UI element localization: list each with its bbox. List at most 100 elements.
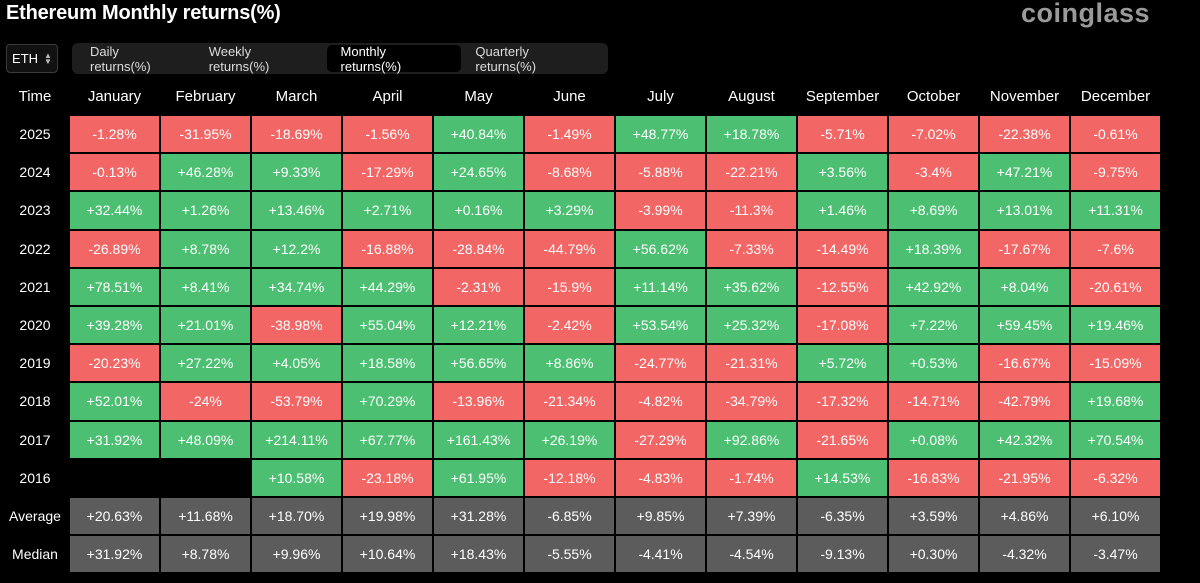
return-cell: +19.46% xyxy=(1071,306,1160,344)
tab-weekly-returns[interactable]: Weekly returns(%) xyxy=(208,43,270,74)
table-row: 2023 +32.44% +1.26% +13.46% +2.71% +0.16% +3.2… xyxy=(2,192,1160,229)
year-label: 2019 xyxy=(19,355,51,372)
return-cell: +19.68% xyxy=(1071,383,1160,420)
year-label: 2020 xyxy=(19,317,51,334)
table-body: 2025 -1.28% -31.95% -18.69% -1.56% +40.84% -1.… xyxy=(2,116,1160,573)
return-cell: +35.62% xyxy=(707,268,796,305)
return-cell: -28.84% xyxy=(434,230,523,267)
return-cell: +56.62% xyxy=(616,230,705,267)
return-cell: -14.49% xyxy=(798,230,887,267)
return-cell: -17.32% xyxy=(798,383,887,420)
column-header: August xyxy=(728,87,775,105)
summary-cell: -6.85% xyxy=(525,497,614,535)
year-label: 2022 xyxy=(19,240,51,257)
summary-cell: +31.92% xyxy=(70,536,159,573)
summary-cell: -6.35% xyxy=(798,497,887,535)
summary-cell: +3.59% xyxy=(889,497,978,535)
return-cell: -27.29% xyxy=(616,421,705,458)
return-cell: +13.01% xyxy=(980,192,1069,229)
return-cell: -42.79% xyxy=(980,383,1069,420)
return-cell: +70.54% xyxy=(1071,421,1160,458)
return-cell: +52.01% xyxy=(70,383,159,420)
summary-cell: +4.86% xyxy=(980,497,1069,535)
return-cell: +1.46% xyxy=(798,192,887,229)
return-cell: +55.04% xyxy=(343,306,432,344)
return-cell: +0.08% xyxy=(889,421,978,458)
return-cell: +214.11% xyxy=(252,421,341,458)
return-cell: -21.95% xyxy=(980,459,1069,496)
return-cell: +92.86% xyxy=(707,421,796,458)
return-cell: +18.78% xyxy=(707,116,796,153)
return-cell: -12.18% xyxy=(525,459,614,496)
summary-cell: +6.10% xyxy=(1071,497,1160,535)
table-header-row: Time January February March April May Ju… xyxy=(2,78,1160,114)
return-cell: -34.79% xyxy=(707,383,796,420)
return-cell: +39.28% xyxy=(70,306,159,344)
tab-daily-returns[interactable]: Daily returns(%) xyxy=(90,43,151,74)
summary-cell: +0.30% xyxy=(889,536,978,573)
return-cell: +18.58% xyxy=(343,345,432,382)
tab-quarterly-returns[interactable]: Quarterly returns(%) xyxy=(475,43,537,74)
column-header: September xyxy=(805,87,880,105)
table-row: 2024 -0.13% +46.28% +9.33% -17.29% +24.65% -8.… xyxy=(2,154,1160,191)
return-cell: -23.18% xyxy=(343,459,432,496)
summary-cell: -9.13% xyxy=(798,536,887,573)
return-cell: -21.65% xyxy=(798,421,887,458)
return-cell: +12.21% xyxy=(434,306,523,344)
return-cell: -24% xyxy=(161,383,250,420)
summary-cell: +8.78% xyxy=(161,536,250,573)
return-cell: +13.46% xyxy=(252,192,341,229)
return-cell: -0.13% xyxy=(70,154,159,191)
return-cell: +9.33% xyxy=(252,154,341,191)
table-row: 2025 -1.28% -31.95% -18.69% -1.56% +40.84% -1.… xyxy=(2,116,1160,153)
return-cell: +46.28% xyxy=(161,154,250,191)
tab-monthly-returns[interactable]: Monthly returns(%) xyxy=(326,44,462,74)
return-cell: -12.55% xyxy=(798,268,887,305)
return-cell: -3.4% xyxy=(889,154,978,191)
return-cell: +8.86% xyxy=(525,345,614,382)
summary-cell: -5.55% xyxy=(525,536,614,573)
summary-cell: +7.39% xyxy=(707,497,796,535)
coin-select[interactable]: ETH ▲ ▼ xyxy=(6,44,58,73)
return-cell: -5.88% xyxy=(616,154,705,191)
return-cell: +10.58% xyxy=(252,459,341,496)
return-cell: +25.32% xyxy=(707,306,796,344)
return-cell: -16.83% xyxy=(889,459,978,496)
summary-cell: -4.54% xyxy=(707,536,796,573)
year-label: 2023 xyxy=(19,202,51,219)
return-cell: -7.33% xyxy=(707,230,796,267)
brand-logo: coinglass xyxy=(1020,0,1150,28)
return-cell: +26.19% xyxy=(525,421,614,458)
return-cell: +7.22% xyxy=(889,306,978,344)
return-cell: -15.9% xyxy=(525,268,614,305)
table-row: 2016 +10.58% -23.18% +61.95% -12.18% -4.83% -1… xyxy=(2,459,1160,496)
return-cell: +3.29% xyxy=(525,192,614,229)
return-cell: +32.44% xyxy=(70,192,159,229)
column-header: May xyxy=(464,87,493,105)
return-cell: -22.21% xyxy=(707,154,796,191)
return-cell: +27.22% xyxy=(161,345,250,382)
return-cell: +2.71% xyxy=(343,192,432,229)
return-cell: -31.95% xyxy=(161,116,250,153)
return-cell: -7.02% xyxy=(889,116,978,153)
year-label: 2016 xyxy=(19,469,51,486)
return-cell: -16.88% xyxy=(343,230,432,267)
return-cell: +48.09% xyxy=(161,421,250,458)
year-label: 2025 xyxy=(19,126,51,143)
return-cell: -2.31% xyxy=(434,268,523,305)
return-cell: +42.32% xyxy=(980,421,1069,458)
return-cell: -20.61% xyxy=(1071,268,1160,305)
table-row: 2022 -26.89% +8.78% +12.2% -16.88% -28.84% -44… xyxy=(2,230,1160,267)
return-cell: +0.16% xyxy=(434,192,523,229)
table-row: 2020 +39.28% +21.01% -38.98% +55.04% +12.21% -… xyxy=(2,306,1160,344)
return-cell: +24.65% xyxy=(434,154,523,191)
return-cell: +8.69% xyxy=(889,192,978,229)
return-cell: -1.49% xyxy=(525,116,614,153)
summary-cell: +31.28% xyxy=(434,497,523,535)
summary-cell: +20.63% xyxy=(70,497,159,535)
return-cell: -22.38% xyxy=(980,116,1069,153)
return-cell: +11.31% xyxy=(1071,192,1160,229)
summary-cell: -4.32% xyxy=(980,536,1069,573)
column-header: November xyxy=(989,87,1060,105)
return-cell: +53.54% xyxy=(616,306,705,344)
